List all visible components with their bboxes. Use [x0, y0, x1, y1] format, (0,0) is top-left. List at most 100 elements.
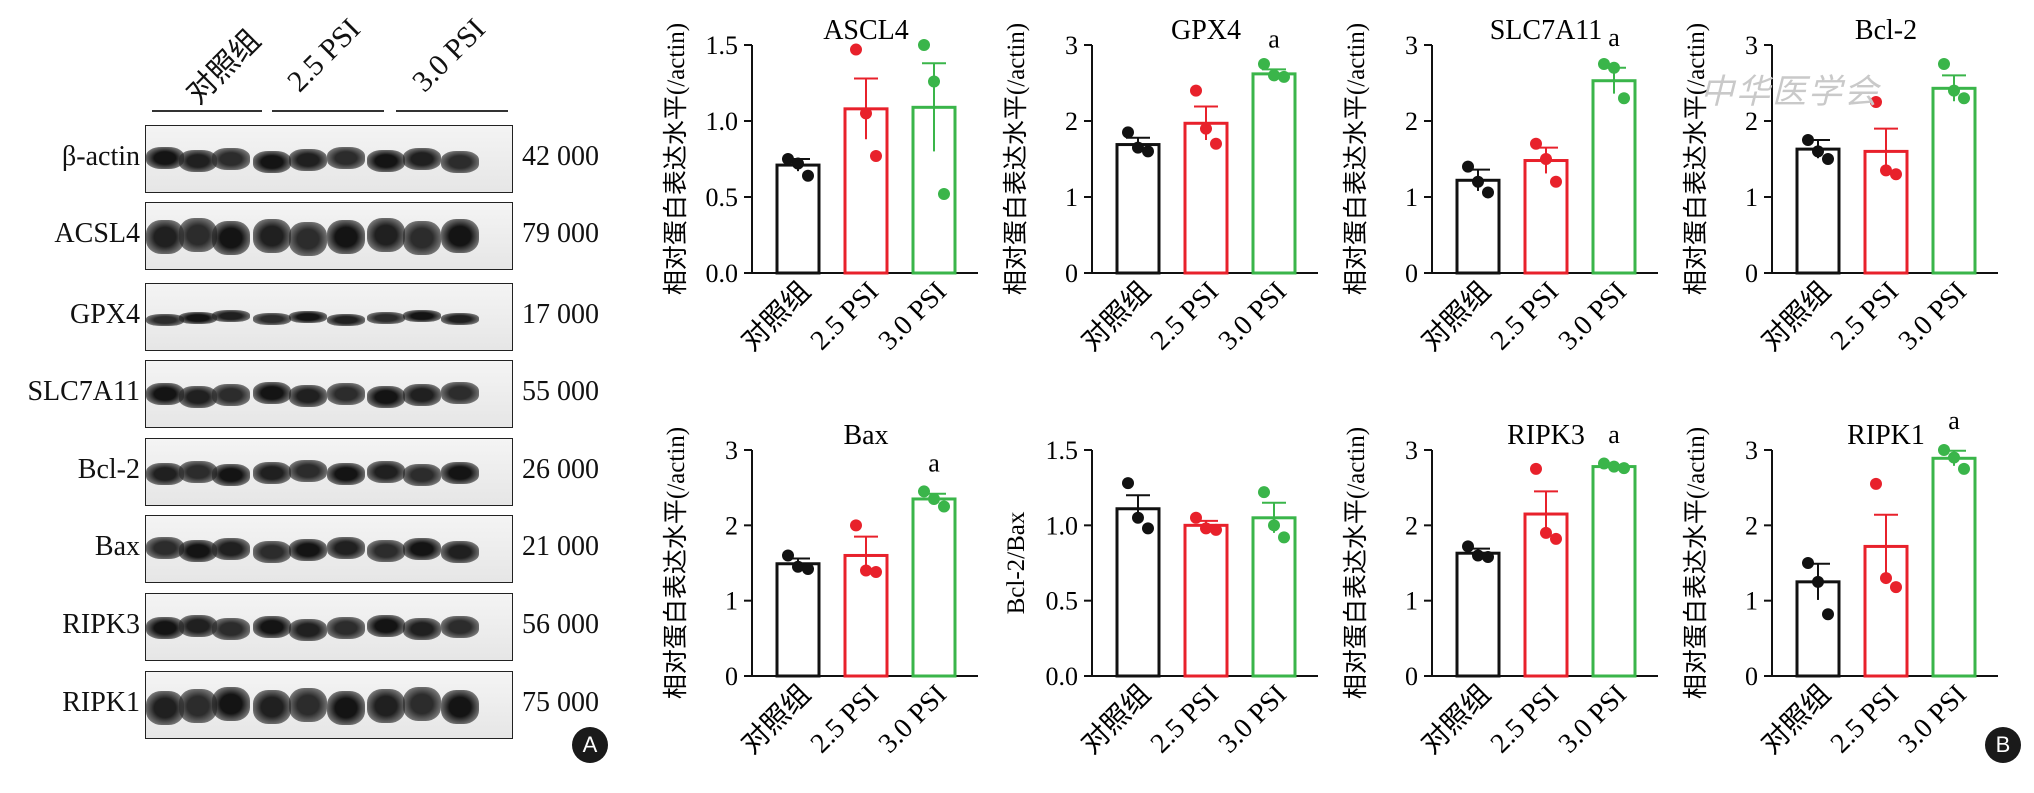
- blot-band: [441, 151, 479, 173]
- significance-label: a: [1608, 420, 1620, 449]
- y-axis-label: 相对蛋白表达水平(/actin): [662, 23, 690, 295]
- watermark: 中华医学会: [1700, 74, 1880, 111]
- x-tick-label: 对照组: [735, 678, 817, 760]
- data-point: [792, 560, 804, 573]
- bar: [1931, 86, 1977, 275]
- data-point: [1462, 540, 1474, 553]
- data-point: [1870, 477, 1882, 490]
- data-point: [1132, 511, 1144, 524]
- panel-letter-a: A: [572, 727, 608, 763]
- data-point: [1530, 137, 1542, 150]
- y-tick-label: 3: [1065, 31, 1078, 60]
- y-tick-label: 1: [1745, 183, 1758, 212]
- x-tick-label: 对照组: [1755, 678, 1837, 760]
- blot-band: [441, 219, 479, 253]
- blot-band: [441, 616, 479, 638]
- blot-band: [146, 691, 184, 725]
- blot-band: [253, 690, 291, 724]
- blot-band: [253, 462, 291, 484]
- y-tick-label: 2: [1745, 511, 1758, 540]
- y-tick-label: 1.0: [706, 107, 739, 136]
- x-tick-label: 3.0 PSI: [1893, 276, 1973, 356]
- blot-band: [253, 616, 291, 638]
- chart-title: Bax: [843, 420, 888, 451]
- data-point: [1608, 460, 1620, 473]
- chart-title: RIPK3: [1507, 420, 1585, 451]
- x-tick-label: 2.5 PSI: [1825, 679, 1905, 759]
- data-point: [1938, 444, 1950, 456]
- y-tick-label: 0: [1405, 259, 1418, 288]
- data-point: [928, 492, 940, 505]
- blot-band: [327, 220, 365, 254]
- x-tick-label: 2.5 PSI: [805, 679, 885, 759]
- significance-label: a: [928, 449, 940, 478]
- x-tick-label: 对照组: [1415, 678, 1497, 760]
- bar: [1795, 147, 1841, 275]
- blot-band: [146, 147, 184, 169]
- blot-band: [403, 221, 441, 255]
- data-point: [860, 564, 872, 577]
- blot-band: [179, 615, 217, 637]
- data-point: [1462, 160, 1474, 173]
- blot-band: [146, 463, 184, 485]
- data-point: [1122, 477, 1134, 490]
- bar: [775, 562, 821, 678]
- y-axis-label: 相对蛋白表达水平(/actin): [1682, 427, 1710, 699]
- blot-band: [212, 148, 250, 170]
- x-tick-label: 对照组: [1075, 275, 1157, 357]
- y-tick-label: 2: [725, 511, 738, 540]
- data-point: [1190, 511, 1202, 524]
- y-tick-label: 1.5: [706, 31, 739, 60]
- chart-title: SLC7A11: [1490, 15, 1603, 46]
- data-point: [1142, 145, 1154, 158]
- chart-title: RIPK1: [1847, 420, 1925, 451]
- y-tick-label: 2: [1065, 107, 1078, 136]
- y-axis-label: Bcl-2/Bax: [1003, 511, 1030, 614]
- data-point: [1258, 486, 1270, 499]
- blot-row-mw: 56 000: [522, 609, 599, 640]
- y-tick-label: 0.5: [706, 183, 739, 212]
- blot-band: [441, 462, 479, 484]
- x-tick-label: 2.5 PSI: [1485, 276, 1565, 356]
- y-axis-label: 相对蛋白表达水平(/actin): [662, 427, 690, 699]
- data-point: [1618, 462, 1630, 475]
- blot-band: [289, 311, 327, 323]
- bar: [1115, 507, 1161, 678]
- x-tick-label: 2.5 PSI: [1145, 276, 1225, 356]
- blot-band: [441, 313, 479, 325]
- blot-band: [403, 384, 441, 406]
- blot-band: [327, 147, 365, 169]
- data-point: [1958, 92, 1970, 105]
- data-point: [850, 519, 862, 532]
- data-point: [860, 107, 872, 120]
- bar: [1591, 79, 1637, 275]
- blot-band: [212, 384, 250, 406]
- data-point: [1938, 58, 1950, 70]
- data-point: [938, 500, 950, 513]
- data-point: [1268, 69, 1280, 82]
- data-point: [1618, 92, 1630, 105]
- chart-title: Bcl-2: [1855, 15, 1917, 46]
- x-tick-label: 3.0 PSI: [873, 276, 953, 356]
- data-point: [1210, 523, 1222, 536]
- y-tick-label: 0.0: [706, 259, 739, 288]
- blot-band: [403, 538, 441, 560]
- data-point: [1890, 581, 1902, 594]
- blot-band: [403, 618, 441, 640]
- bar: [1455, 551, 1501, 678]
- data-point: [1550, 532, 1562, 545]
- blot-band: [367, 312, 405, 324]
- blot-band: [179, 150, 217, 172]
- chart-title: GPX4: [1171, 15, 1241, 46]
- data-point: [1802, 134, 1814, 146]
- x-tick-label: 2.5 PSI: [1145, 679, 1225, 759]
- blot-band: [441, 382, 479, 404]
- data-point: [1598, 58, 1610, 70]
- data-point: [1890, 168, 1902, 181]
- x-tick-label: 2.5 PSI: [1485, 679, 1565, 759]
- blot-band: [146, 314, 184, 326]
- blot-row-mw: 42 000: [522, 141, 599, 172]
- blot-band: [179, 386, 217, 408]
- data-point: [792, 157, 804, 170]
